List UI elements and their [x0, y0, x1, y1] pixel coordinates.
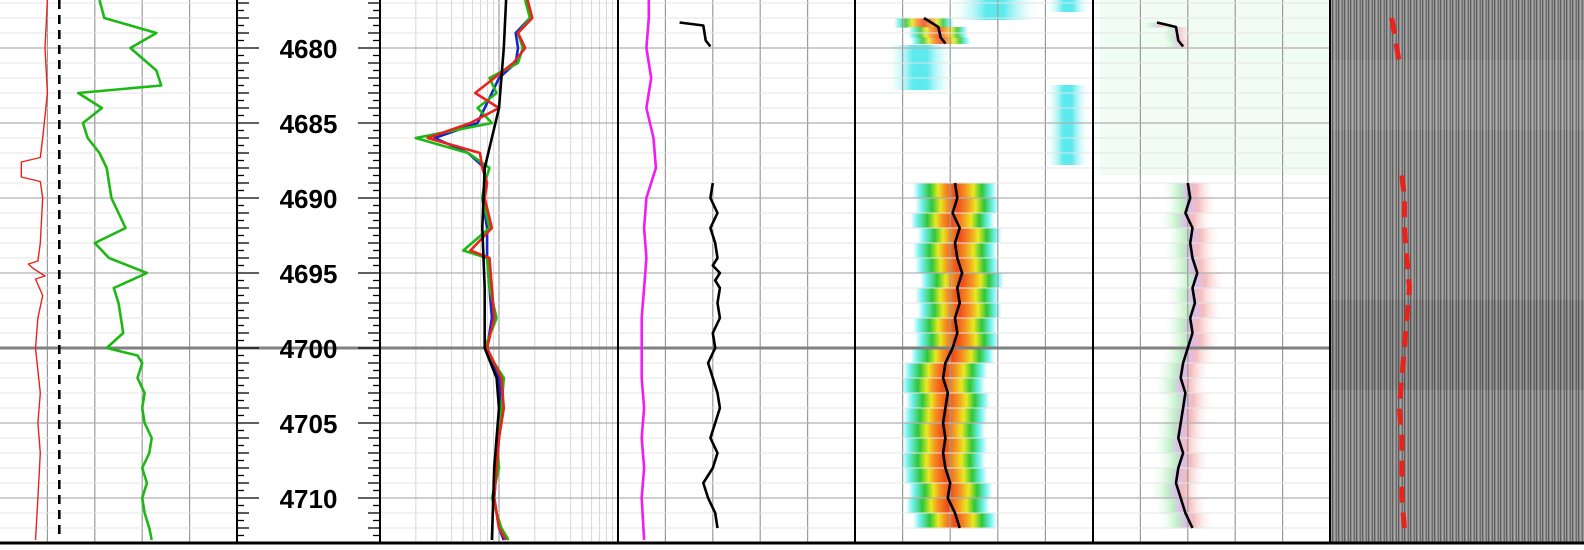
depth-label: 4700 [280, 334, 338, 364]
track-6-curve-1 [1389, 17, 1402, 64]
heatmap-band [920, 273, 1005, 289]
heatmap-band [917, 228, 1002, 244]
track-5-curve-2 [1174, 182, 1199, 529]
pale-band [1150, 438, 1207, 454]
track-2-curve-4 [480, 0, 508, 541]
pale-band [1157, 213, 1214, 229]
image-track-band-2 [1331, 300, 1584, 390]
heatmap-band [915, 258, 1000, 274]
heatmap-band [901, 378, 986, 394]
track-3-curve-3 [701, 182, 722, 529]
depth-label: 4685 [280, 109, 338, 139]
heatmap-band-upper [894, 18, 955, 28]
track-3-curve-1 [640, 0, 658, 541]
cyan-patch-1 [1045, 0, 1091, 12]
track-3-curve-2 [679, 21, 712, 48]
pale-band [1155, 453, 1212, 469]
pale-band-upper [1138, 22, 1175, 28]
pale-band [1152, 498, 1209, 514]
pale-band [1147, 483, 1204, 499]
heatmap-band [917, 303, 1002, 319]
pale-band [1152, 378, 1209, 394]
track-4-curve-1 [923, 16, 947, 45]
track-5-shading-upper [1100, 0, 1330, 175]
heatmap-band [903, 468, 988, 484]
heatmap-band [910, 348, 995, 364]
pale-band [1162, 198, 1219, 214]
track-4-curve-2 [941, 182, 964, 529]
track-5-curve-1 [1156, 21, 1185, 48]
depth-label: 4705 [280, 409, 338, 439]
image-track-background [1331, 0, 1584, 543]
pale-band [1164, 333, 1221, 349]
pale-band [1157, 513, 1214, 529]
depth-label: 4680 [280, 34, 338, 64]
depth-label: 4690 [280, 184, 338, 214]
depth-label: 4695 [280, 259, 338, 289]
pale-band [1169, 273, 1226, 289]
cyan-patch-4 [950, 0, 1040, 20]
cyan-patch-2 [885, 45, 955, 90]
track-1-curve-1 [20, 0, 49, 541]
heatmap-band [905, 498, 990, 514]
depth-label: 4710 [280, 484, 338, 514]
depth-axis: 4680 4685 4690 4695 4700 4705 4710 [237, 2, 380, 537]
track-2-curve-3 [426, 0, 534, 541]
heatmap-band [912, 513, 997, 529]
track-2-curve-1 [433, 0, 532, 541]
pale-band [1166, 303, 1223, 319]
heatmap-band [915, 198, 1000, 214]
pale-band [1164, 258, 1221, 274]
cyan-patch-3 [1045, 85, 1090, 165]
heatmap-band [910, 213, 995, 229]
track-fills [885, 0, 1584, 543]
heatmap-band-upper [910, 37, 971, 45]
track-6-curve-2 [1396, 175, 1412, 529]
track-1-curve-3 [76, 0, 163, 541]
curves [20, 0, 1412, 541]
heatmap-band [915, 333, 1000, 349]
image-track-band-1 [1331, 60, 1584, 130]
pale-band-upper [1160, 40, 1197, 48]
